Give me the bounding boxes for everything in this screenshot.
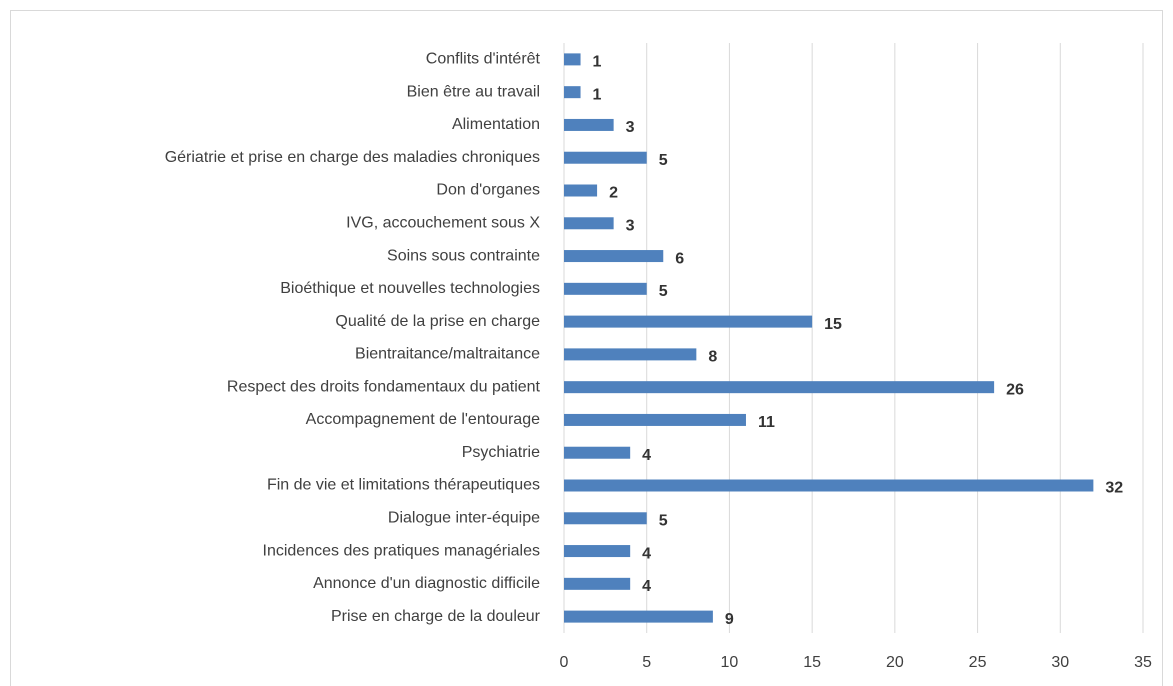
x-tick-label: 0 bbox=[560, 654, 569, 671]
value-label: 4 bbox=[642, 447, 651, 464]
y-tick-label: Soins sous contrainte bbox=[387, 247, 540, 264]
y-tick-label: Prise en charge de la douleur bbox=[331, 608, 541, 625]
value-label: 26 bbox=[1006, 381, 1024, 398]
y-tick-label: Incidences des pratiques managériales bbox=[263, 542, 541, 559]
value-label: 8 bbox=[708, 349, 717, 366]
bar bbox=[564, 315, 813, 328]
y-tick-label: Bien être au travail bbox=[407, 83, 540, 100]
x-tick-label: 25 bbox=[969, 654, 987, 671]
y-tick-label: Accompagnement de l'entourage bbox=[306, 411, 540, 428]
y-tick-label: Don d'organes bbox=[436, 182, 540, 199]
bar bbox=[564, 577, 631, 590]
y-tick-label: Gériatrie et prise en charge des maladie… bbox=[165, 149, 540, 166]
y-tick-label: Dialogue inter-équipe bbox=[388, 509, 540, 526]
y-tick-label: Conflits d'intérêt bbox=[426, 51, 541, 68]
value-label: 5 bbox=[659, 512, 668, 529]
y-tick-label: IVG, accouchement sous X bbox=[346, 214, 540, 231]
y-tick-label: Psychiatrie bbox=[462, 444, 540, 461]
value-label: 11 bbox=[758, 414, 775, 431]
bar bbox=[564, 86, 581, 99]
chart-border bbox=[10, 10, 1163, 686]
bar bbox=[564, 348, 697, 361]
value-label: 1 bbox=[593, 86, 602, 103]
bar bbox=[564, 53, 581, 66]
value-label: 5 bbox=[659, 152, 668, 169]
value-label: 15 bbox=[824, 316, 842, 333]
y-tick-label: Respect des droits fondamentaux du patie… bbox=[227, 378, 541, 395]
x-tick-label: 35 bbox=[1134, 654, 1152, 671]
bar bbox=[564, 545, 631, 558]
bar bbox=[564, 479, 1094, 492]
bar bbox=[564, 413, 746, 426]
y-tick-label: Bientraitance/maltraitance bbox=[355, 346, 540, 363]
value-label: 32 bbox=[1105, 480, 1123, 497]
bar bbox=[564, 250, 664, 263]
value-label: 5 bbox=[659, 283, 668, 300]
value-label: 4 bbox=[642, 545, 651, 562]
x-tick-label: 20 bbox=[886, 654, 904, 671]
value-label: 2 bbox=[609, 185, 618, 202]
bar bbox=[564, 217, 614, 230]
bar bbox=[564, 512, 647, 525]
bar bbox=[564, 610, 713, 623]
value-label: 3 bbox=[626, 217, 635, 234]
value-label: 9 bbox=[725, 611, 734, 628]
y-tick-label: Alimentation bbox=[452, 116, 540, 133]
y-tick-label: Bioéthique et nouvelles technologies bbox=[280, 280, 540, 297]
bar bbox=[564, 282, 647, 295]
value-label: 4 bbox=[642, 578, 651, 595]
bar bbox=[564, 118, 614, 131]
bar bbox=[564, 446, 631, 459]
y-tick-label: Annonce d'un diagnostic difficile bbox=[313, 575, 540, 592]
x-tick-label: 10 bbox=[721, 654, 739, 671]
x-tick-label: 5 bbox=[642, 654, 651, 671]
x-tick-label: 30 bbox=[1051, 654, 1069, 671]
bar bbox=[564, 184, 598, 197]
value-label: 1 bbox=[593, 54, 602, 71]
y-tick-label: Qualité de la prise en charge bbox=[335, 313, 540, 330]
bar bbox=[564, 381, 995, 394]
bar bbox=[564, 151, 647, 164]
value-label: 3 bbox=[626, 119, 635, 136]
value-label: 6 bbox=[675, 250, 684, 267]
x-tick-label: 15 bbox=[803, 654, 821, 671]
y-tick-label: Fin de vie et limitations thérapeutiques bbox=[267, 477, 540, 494]
